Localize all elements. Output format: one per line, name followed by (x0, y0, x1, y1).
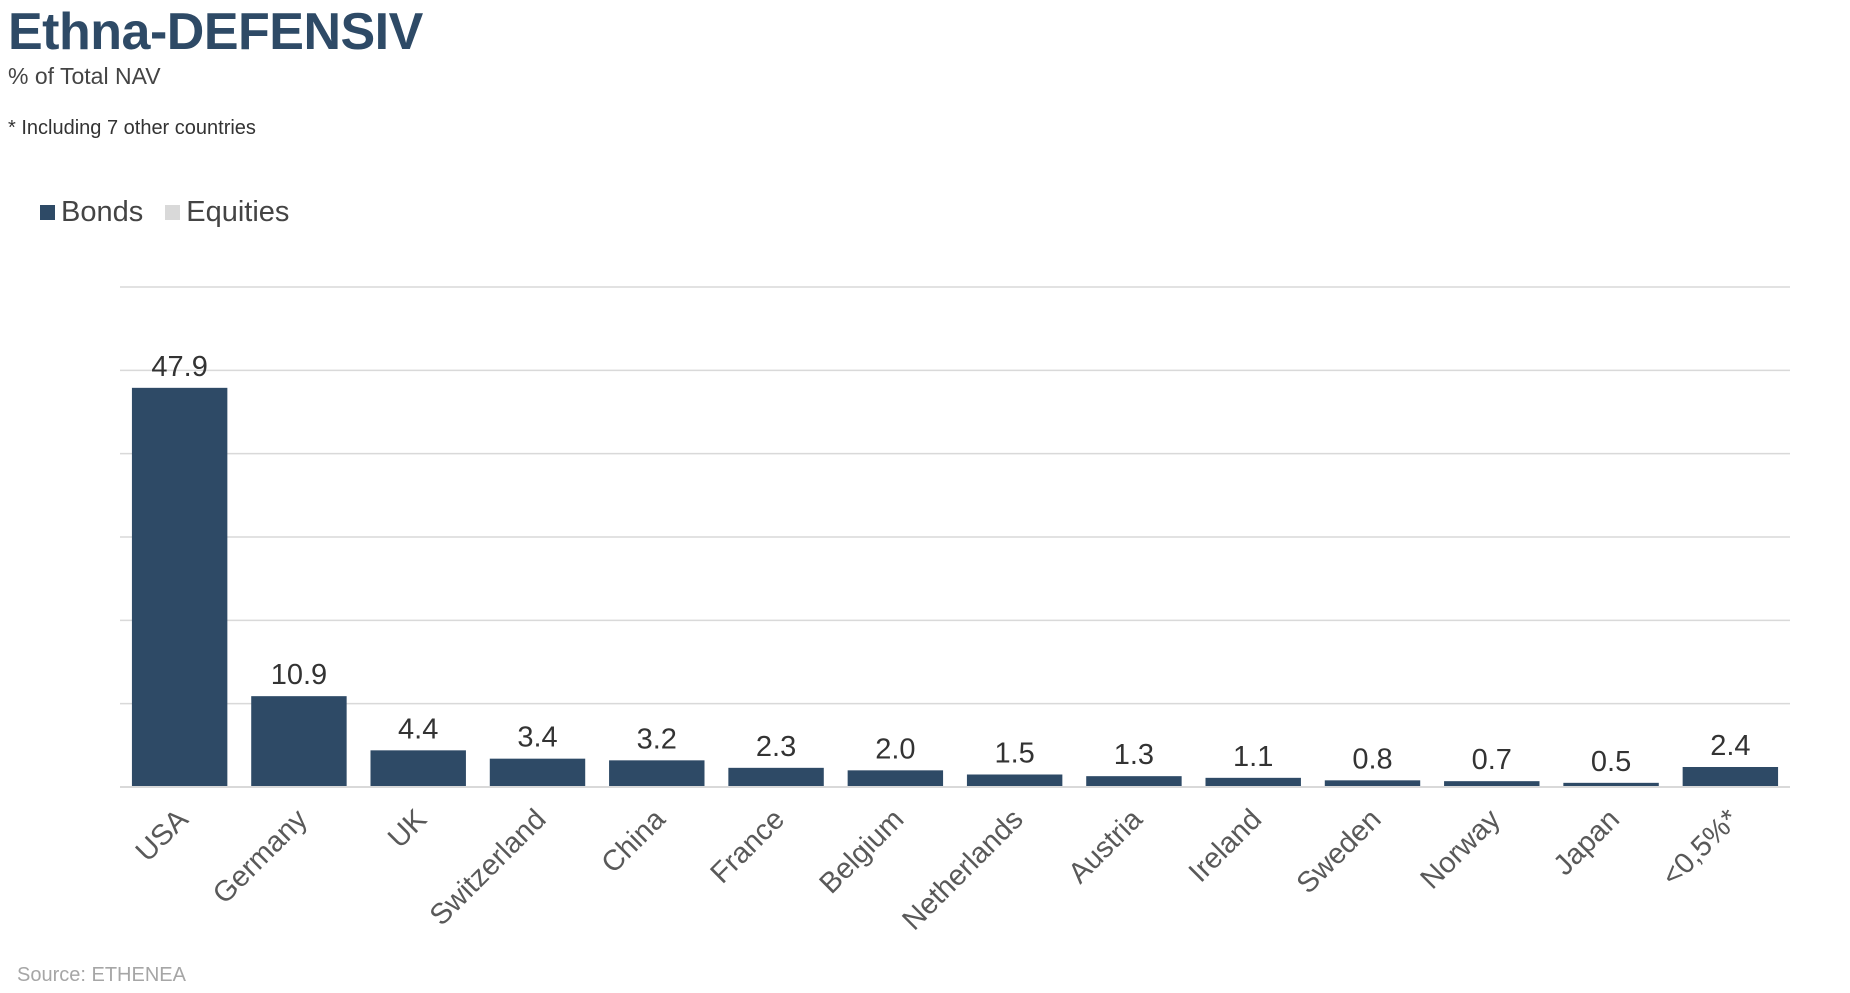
chart-footnote: * Including 7 other countries (8, 117, 256, 139)
legend-swatch-equities (165, 205, 181, 220)
legend-swatch-bonds (40, 205, 55, 220)
data-label: 10.9 (271, 659, 327, 691)
bar-5 (728, 767, 824, 787)
data-label: 1.5 (994, 738, 1034, 770)
chart-title: Ethna-DEFENSIV (8, 3, 423, 61)
x-tick-label: Belgium (814, 803, 911, 900)
bar-4 (609, 760, 705, 787)
bar-13 (1682, 767, 1779, 787)
x-tick-label: <0,5%* (1656, 803, 1745, 892)
bar-3 (489, 758, 586, 787)
data-label: 2.3 (756, 731, 796, 763)
data-label: 4.4 (398, 713, 438, 745)
legend-label-bonds: Bonds (61, 196, 144, 228)
bar-11 (1444, 781, 1540, 787)
bar-1 (251, 696, 347, 787)
x-tick-label: Switzerland (424, 803, 553, 932)
data-label: 1.1 (1233, 741, 1273, 773)
data-label: 0.8 (1352, 743, 1392, 775)
data-label: 3.2 (637, 723, 677, 755)
x-tick-label: Austria (1062, 803, 1149, 890)
x-tick-label: China (596, 803, 673, 880)
legend: Bonds Equities (40, 196, 311, 229)
bar-9 (1205, 777, 1301, 787)
source-note: Source: ETHENEA (17, 964, 186, 986)
data-label: 2.4 (1710, 730, 1750, 762)
bar-2 (370, 750, 466, 787)
legend-item-equities: Equities (165, 196, 289, 229)
bar-6 (847, 770, 944, 787)
legend-label-equities: Equities (186, 196, 290, 228)
x-tick-label: Ireland (1183, 803, 1268, 888)
x-tick-label: Japan (1548, 803, 1626, 881)
bar-10 (1324, 780, 1421, 787)
data-label: 0.5 (1591, 746, 1631, 778)
x-tick-label: Norway (1415, 803, 1507, 895)
data-label: 3.4 (517, 722, 557, 754)
x-tick-label: USA (130, 803, 195, 868)
x-tick-label: Netherlands (896, 803, 1029, 936)
bar-7 (966, 774, 1063, 787)
bar-12 (1563, 782, 1659, 787)
x-tick-label: UK (382, 803, 434, 855)
x-tick-label: France (705, 803, 791, 889)
data-label: 0.7 (1472, 744, 1512, 776)
data-label: 2.0 (875, 733, 915, 765)
chart-subtitle: % of Total NAV (8, 63, 161, 89)
data-label: 47.9 (151, 351, 207, 383)
bar-8 (1086, 776, 1182, 787)
bar-0 (131, 387, 228, 787)
data-label: 1.3 (1114, 739, 1154, 771)
x-tick-label: Sweden (1291, 803, 1388, 900)
legend-item-bonds: Bonds (40, 196, 143, 229)
x-tick-label: Germany (207, 803, 314, 910)
